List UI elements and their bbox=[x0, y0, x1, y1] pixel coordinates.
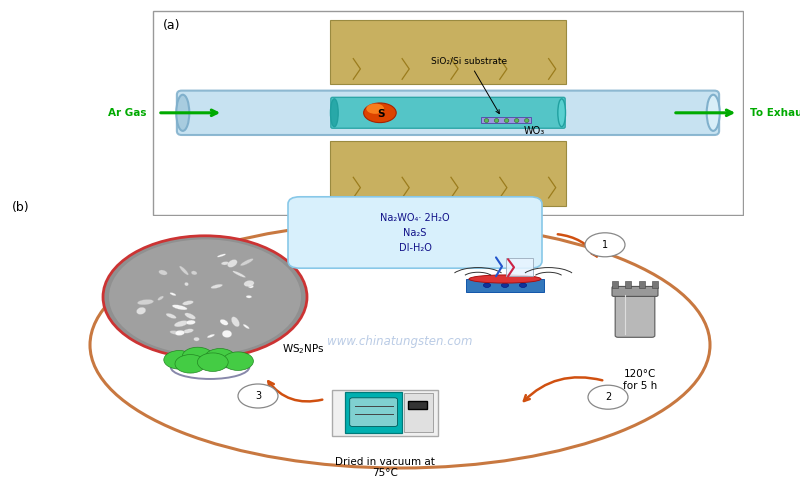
Circle shape bbox=[494, 119, 498, 122]
FancyBboxPatch shape bbox=[332, 391, 438, 436]
Ellipse shape bbox=[366, 104, 384, 114]
FancyBboxPatch shape bbox=[612, 287, 658, 296]
Ellipse shape bbox=[166, 313, 176, 319]
FancyBboxPatch shape bbox=[153, 11, 743, 215]
Ellipse shape bbox=[221, 262, 230, 265]
FancyBboxPatch shape bbox=[481, 117, 531, 123]
Ellipse shape bbox=[179, 266, 189, 275]
FancyBboxPatch shape bbox=[626, 281, 631, 288]
Circle shape bbox=[483, 283, 490, 288]
Circle shape bbox=[588, 385, 628, 409]
FancyBboxPatch shape bbox=[615, 290, 654, 337]
Text: Na₂S: Na₂S bbox=[403, 228, 426, 238]
Ellipse shape bbox=[220, 319, 228, 325]
FancyBboxPatch shape bbox=[288, 197, 542, 268]
Ellipse shape bbox=[244, 280, 254, 287]
Circle shape bbox=[519, 283, 526, 288]
Ellipse shape bbox=[138, 300, 154, 305]
Ellipse shape bbox=[137, 307, 146, 314]
Text: Heater: Heater bbox=[426, 204, 470, 214]
Ellipse shape bbox=[182, 300, 194, 305]
Ellipse shape bbox=[227, 260, 238, 267]
Circle shape bbox=[502, 283, 509, 288]
Ellipse shape bbox=[706, 95, 720, 131]
Circle shape bbox=[504, 119, 509, 122]
Text: Dried in vacuum at
75°C: Dried in vacuum at 75°C bbox=[335, 456, 435, 478]
Text: Ar Gas: Ar Gas bbox=[107, 108, 146, 118]
FancyBboxPatch shape bbox=[177, 91, 719, 135]
Text: Na₂WO₄· 2H₂O: Na₂WO₄· 2H₂O bbox=[380, 213, 450, 223]
Text: www.chinatungsten.com: www.chinatungsten.com bbox=[327, 336, 473, 348]
FancyBboxPatch shape bbox=[506, 258, 534, 276]
Ellipse shape bbox=[330, 99, 338, 127]
Circle shape bbox=[103, 236, 307, 358]
Ellipse shape bbox=[175, 330, 185, 336]
Ellipse shape bbox=[211, 284, 222, 288]
Ellipse shape bbox=[172, 305, 187, 310]
Ellipse shape bbox=[183, 329, 194, 333]
Ellipse shape bbox=[185, 282, 189, 286]
Ellipse shape bbox=[185, 313, 195, 319]
Circle shape bbox=[585, 233, 625, 257]
Ellipse shape bbox=[240, 259, 254, 266]
FancyBboxPatch shape bbox=[466, 279, 544, 291]
FancyBboxPatch shape bbox=[651, 281, 658, 288]
Circle shape bbox=[514, 119, 519, 122]
Circle shape bbox=[222, 352, 254, 371]
Ellipse shape bbox=[170, 292, 176, 296]
Ellipse shape bbox=[194, 337, 199, 341]
FancyBboxPatch shape bbox=[330, 97, 566, 128]
Ellipse shape bbox=[248, 285, 254, 288]
Ellipse shape bbox=[90, 222, 710, 468]
Text: S: S bbox=[378, 109, 385, 119]
Ellipse shape bbox=[243, 324, 250, 329]
FancyBboxPatch shape bbox=[350, 398, 398, 427]
Circle shape bbox=[205, 348, 235, 367]
Text: (b): (b) bbox=[12, 201, 30, 214]
Text: 3: 3 bbox=[255, 391, 261, 401]
Circle shape bbox=[182, 347, 213, 366]
FancyBboxPatch shape bbox=[330, 141, 566, 205]
Text: DI-H₂O: DI-H₂O bbox=[398, 243, 431, 253]
FancyBboxPatch shape bbox=[638, 281, 645, 288]
FancyBboxPatch shape bbox=[404, 393, 433, 432]
Text: 1: 1 bbox=[602, 240, 608, 250]
Text: WO₃: WO₃ bbox=[523, 126, 545, 136]
Ellipse shape bbox=[246, 295, 252, 298]
Text: WS$_2$NPs: WS$_2$NPs bbox=[282, 342, 325, 356]
Ellipse shape bbox=[174, 321, 188, 327]
FancyBboxPatch shape bbox=[345, 392, 402, 432]
FancyBboxPatch shape bbox=[330, 20, 566, 84]
Ellipse shape bbox=[222, 330, 232, 337]
Ellipse shape bbox=[170, 331, 181, 335]
Ellipse shape bbox=[231, 317, 239, 327]
Ellipse shape bbox=[186, 320, 195, 324]
Circle shape bbox=[109, 240, 301, 355]
Circle shape bbox=[238, 384, 278, 408]
FancyBboxPatch shape bbox=[613, 281, 618, 288]
Ellipse shape bbox=[158, 270, 167, 275]
Ellipse shape bbox=[469, 275, 541, 283]
Circle shape bbox=[525, 119, 529, 122]
Text: To Exhauster: To Exhauster bbox=[750, 108, 800, 118]
Ellipse shape bbox=[364, 103, 396, 122]
Ellipse shape bbox=[558, 99, 566, 127]
Text: 120°C
for 5 h: 120°C for 5 h bbox=[623, 369, 657, 391]
Text: 2: 2 bbox=[605, 392, 611, 402]
Circle shape bbox=[175, 355, 206, 373]
Ellipse shape bbox=[217, 254, 226, 257]
Text: (a): (a) bbox=[162, 19, 180, 32]
Ellipse shape bbox=[158, 296, 163, 300]
FancyBboxPatch shape bbox=[408, 401, 427, 409]
Ellipse shape bbox=[176, 95, 190, 131]
Circle shape bbox=[484, 119, 489, 122]
Ellipse shape bbox=[233, 271, 246, 277]
Ellipse shape bbox=[207, 334, 214, 338]
Text: SiO₂/Si substrate: SiO₂/Si substrate bbox=[430, 57, 506, 114]
Circle shape bbox=[198, 353, 228, 372]
Ellipse shape bbox=[191, 271, 197, 275]
Circle shape bbox=[164, 350, 194, 369]
